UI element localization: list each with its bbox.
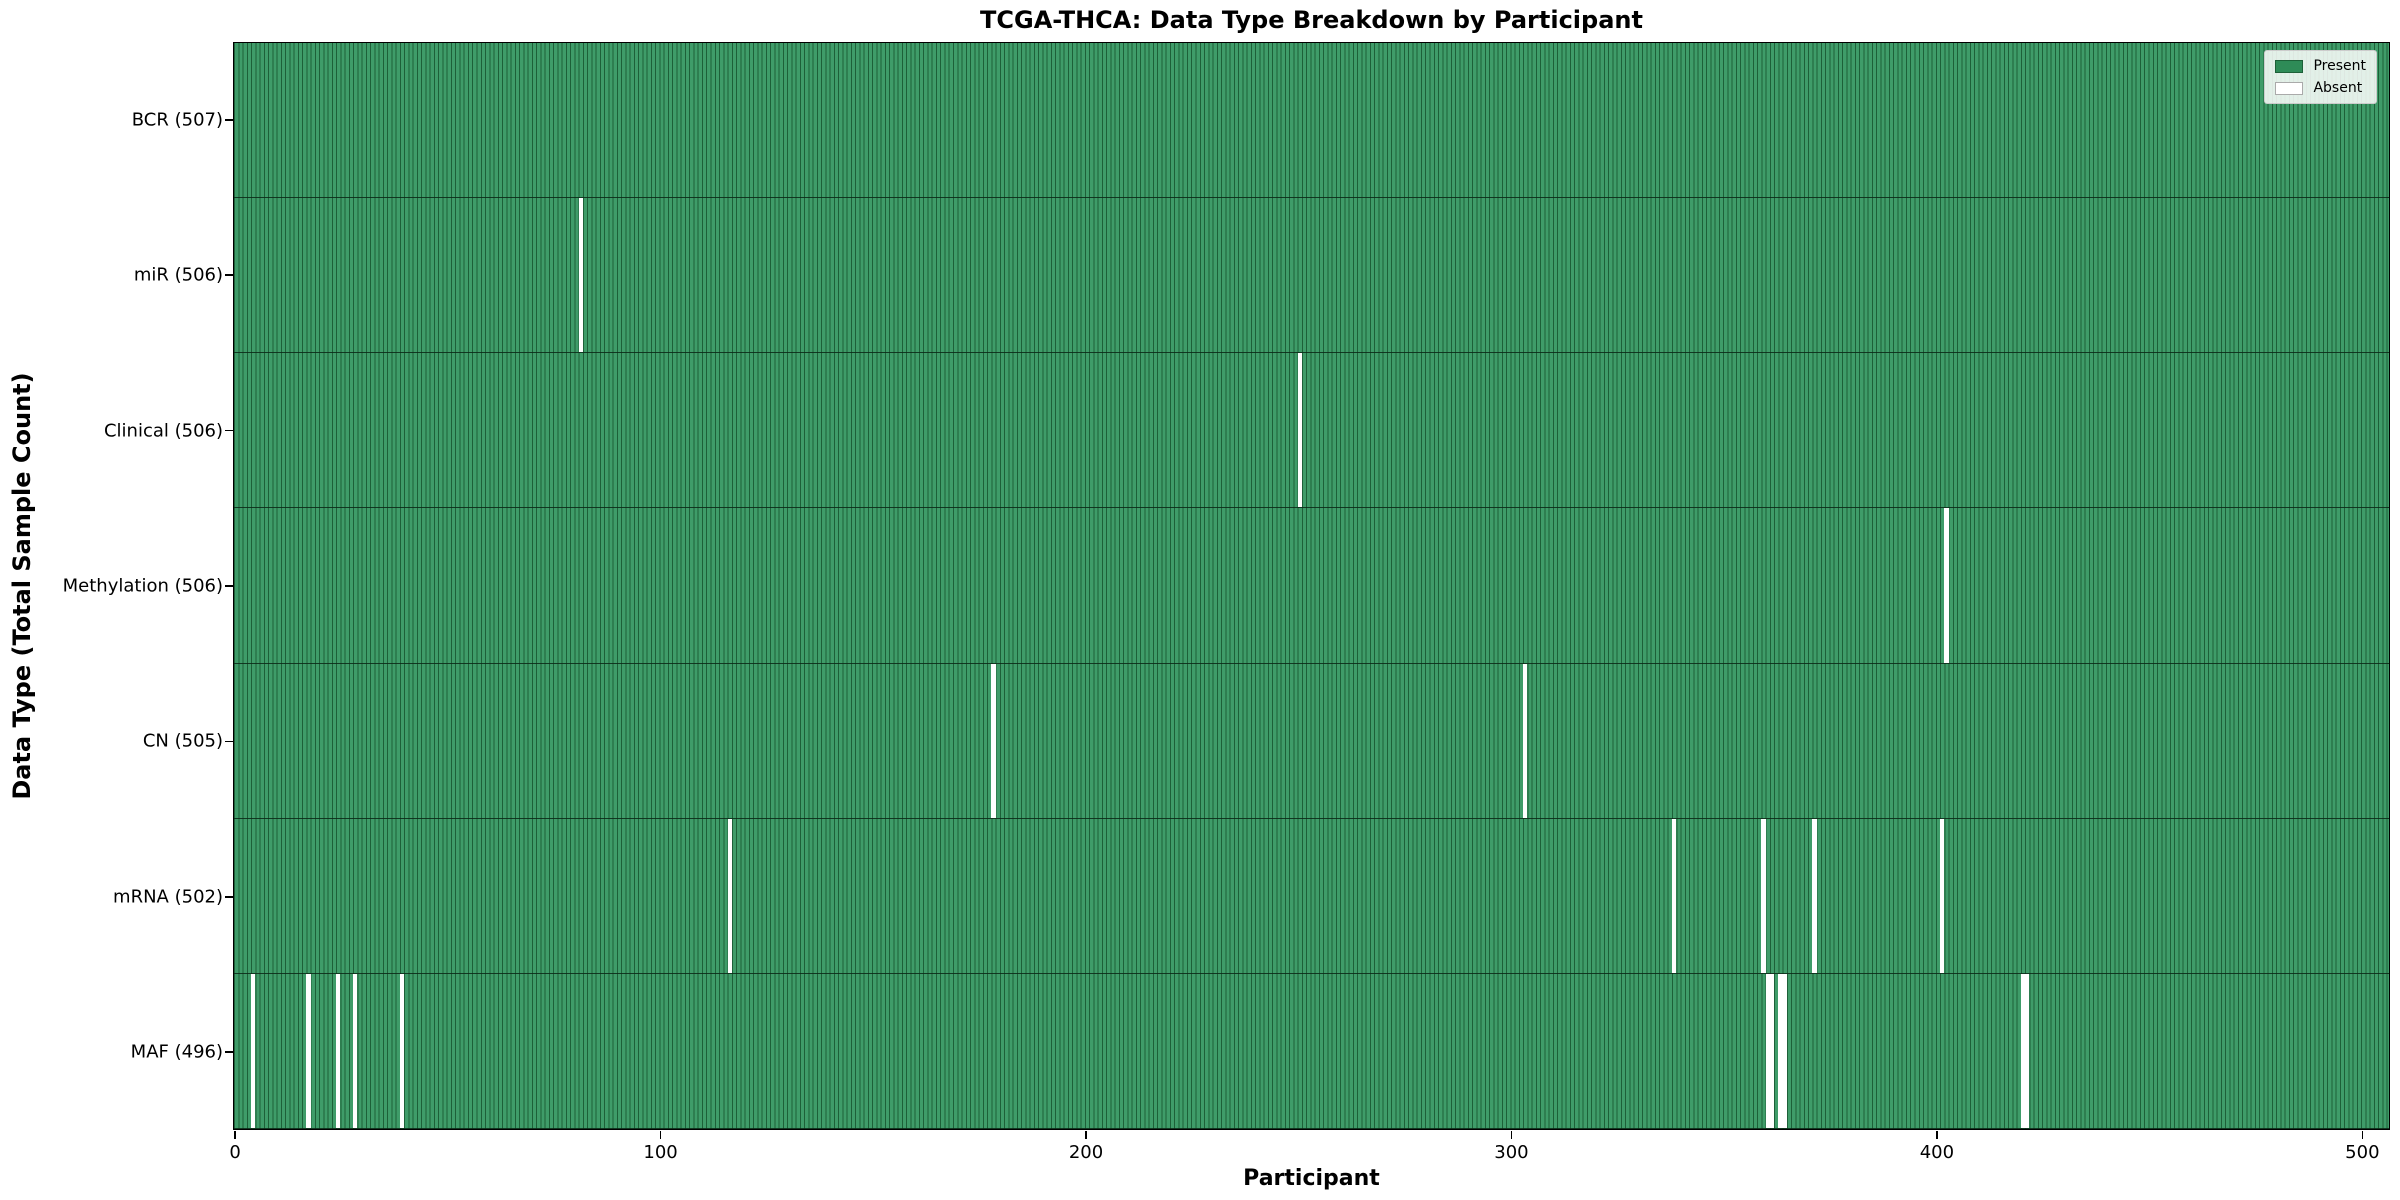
legend-swatch-absent	[2275, 81, 2304, 95]
row-cn	[234, 663, 2389, 819]
y-tick-label-cn: CN (505)	[142, 730, 223, 752]
y-tick-label-mir: miR (506)	[133, 264, 223, 286]
x-tick-mark-200	[1085, 1131, 1087, 1139]
y-tick-label-maf: MAF (496)	[130, 1041, 223, 1063]
absent-gap-maf-420	[2020, 973, 2030, 1128]
x-tick-label-100: 100	[643, 1142, 678, 1163]
plot-area: Present Absent	[233, 42, 2390, 1130]
absent-gap-maf-28	[353, 973, 358, 1128]
absent-gap-maf-360	[1765, 973, 1775, 1128]
absent-gap-mrna-359	[1761, 818, 1766, 973]
legend-label-present: Present	[2313, 58, 2366, 74]
absent-gap-mrna-401	[1940, 818, 1945, 973]
y-tick-mark-clinical	[225, 429, 233, 432]
absent-gap-cn-178	[991, 663, 996, 818]
x-tick-label-0: 0	[229, 1142, 241, 1163]
x-tick-label-500: 500	[2345, 1142, 2380, 1163]
x-tick-mark-100	[659, 1131, 662, 1139]
y-tick-label-clinical: Clinical (506)	[103, 420, 223, 442]
y-tick-mark-maf	[225, 1051, 233, 1054]
absent-gap-mrna-371	[1812, 818, 1817, 973]
y-tick-label-methylation: Methylation (506)	[62, 575, 223, 597]
row-mrna	[234, 818, 2389, 974]
y-tick-label-mrna: mRNA (502)	[113, 886, 223, 908]
row-maf	[234, 973, 2389, 1129]
absent-gap-methylation-402	[1944, 508, 1949, 663]
legend-entry-absent: Absent	[2275, 80, 2366, 96]
legend: Present Absent	[2264, 50, 2377, 104]
legend-swatch-present	[2275, 59, 2304, 73]
y-tick-mark-mrna	[225, 896, 233, 898]
row-bcr	[234, 43, 2389, 199]
absent-gap-clinical-250	[1297, 353, 1302, 508]
y-tick-label-bcr: BCR (507)	[131, 109, 223, 131]
absent-gap-mrna-116	[727, 818, 732, 973]
absent-gap-maf-39	[399, 973, 405, 1128]
row-clinical	[234, 353, 2389, 509]
y-tick-mark-cn	[225, 740, 233, 743]
legend-entry-present: Present	[2275, 58, 2366, 74]
absent-gap-cn-303	[1523, 663, 1528, 818]
absent-gap-mir-81	[578, 198, 583, 353]
absent-gap-maf-363	[1778, 973, 1787, 1128]
x-tick-label-200: 200	[1068, 1142, 1104, 1163]
row-mir	[234, 198, 2389, 354]
absent-gap-mrna-338	[1672, 818, 1677, 973]
x-tick-mark-400	[1936, 1131, 1938, 1139]
y-axis-label: Data Type (Total Sample Count)	[8, 372, 36, 800]
legend-label-absent: Absent	[2313, 80, 2363, 96]
absent-gap-maf-24	[336, 973, 341, 1128]
y-tick-mark-bcr	[225, 118, 233, 121]
x-tick-label-300: 300	[1494, 1142, 1529, 1163]
x-tick-label-400: 400	[1919, 1142, 1955, 1163]
y-tick-mark-methylation	[225, 585, 233, 587]
row-methylation	[234, 508, 2389, 664]
absent-gap-maf-4	[251, 973, 256, 1128]
x-tick-mark-500	[2361, 1131, 2364, 1139]
x-axis-label: Participant	[1243, 1166, 1380, 1191]
y-tick-mark-mir	[225, 274, 233, 276]
chart-title: TCGA-THCA: Data Type Breakdown by Partic…	[980, 6, 1643, 34]
absent-gap-maf-17	[306, 973, 311, 1128]
x-tick-mark-300	[1510, 1131, 1513, 1139]
x-tick-mark-0	[234, 1131, 236, 1139]
